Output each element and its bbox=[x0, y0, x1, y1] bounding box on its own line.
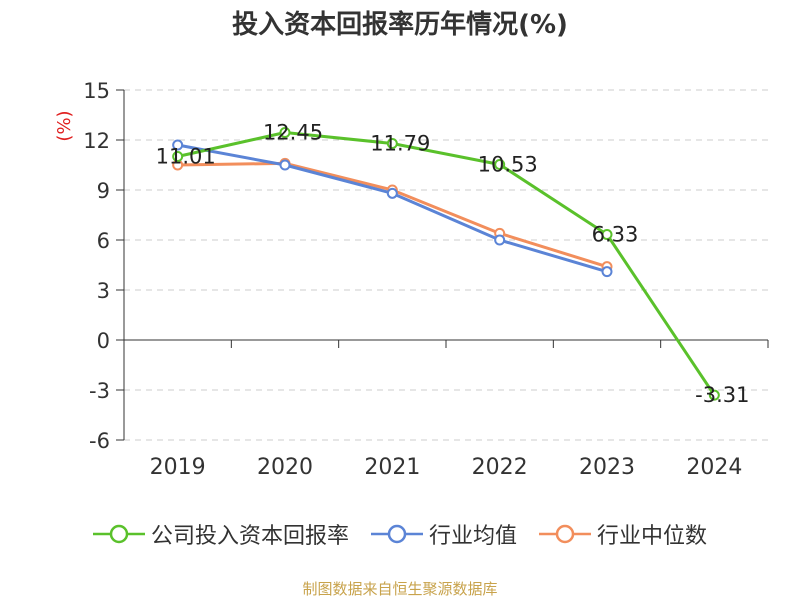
series-point-0 bbox=[601, 229, 613, 240]
series-point-0 bbox=[172, 151, 184, 162]
legend-swatch bbox=[92, 524, 145, 544]
legend: 公司投入资本回报率 行业均值 行业中位数 bbox=[0, 518, 800, 550]
x-tick-label: 2023 bbox=[579, 455, 635, 480]
y-axis-title: (%) bbox=[54, 110, 75, 141]
data-label: 11.01 bbox=[156, 145, 216, 169]
y-tick-label: 9 bbox=[97, 179, 110, 203]
x-tick-label: 2021 bbox=[364, 455, 420, 480]
y-tick-label: 6 bbox=[97, 229, 110, 253]
series-point-0 bbox=[279, 127, 291, 138]
series-point-0 bbox=[386, 138, 398, 149]
y-tick-label: -6 bbox=[89, 429, 110, 453]
legend-label: 行业中位数 bbox=[597, 524, 708, 549]
series-line-0 bbox=[177, 131, 716, 396]
x-tick-label: 2020 bbox=[257, 455, 313, 480]
y-tick-label: 0 bbox=[97, 329, 110, 353]
series-point-1 bbox=[172, 139, 184, 151]
series-point-1 bbox=[279, 159, 291, 171]
series-point-1 bbox=[494, 234, 506, 246]
grid-layer bbox=[124, 89, 768, 441]
x-tick-label: 2022 bbox=[472, 455, 528, 480]
data-label: 11.79 bbox=[370, 132, 430, 156]
series-layer bbox=[172, 127, 720, 401]
data-label: 12.45 bbox=[263, 121, 323, 145]
label-layer: 11.01 12.45 11.79 10.53 6.33 -3.31 bbox=[156, 121, 750, 408]
data-label: 10.53 bbox=[478, 153, 538, 177]
series-point-0 bbox=[708, 389, 720, 401]
legend-item[interactable]: 行业均值 bbox=[370, 518, 517, 550]
legend-label: 公司投入资本回报率 bbox=[150, 524, 349, 549]
source-note: 制图数据来自恒生聚源数据库 bbox=[302, 580, 498, 598]
data-label: -3.31 bbox=[695, 383, 749, 407]
y-tick-label: 15 bbox=[83, 79, 110, 103]
legend-swatch bbox=[370, 524, 423, 544]
y-tick-label: 12 bbox=[83, 129, 110, 153]
data-label: 6.33 bbox=[592, 223, 639, 247]
series-point-0 bbox=[494, 159, 506, 170]
legend-item[interactable]: 公司投入资本回报率 bbox=[92, 518, 349, 550]
series-point-1 bbox=[386, 187, 398, 199]
chart-title: 投入资本回报率历年情况(%) bbox=[232, 10, 568, 40]
legend-swatch bbox=[539, 524, 591, 544]
legend-label: 行业均值 bbox=[428, 524, 517, 549]
legend-item[interactable]: 行业中位数 bbox=[539, 518, 707, 550]
x-tick-label: 2019 bbox=[150, 455, 206, 480]
x-tick-label: 2024 bbox=[686, 455, 742, 480]
axis-layer: 15 12 9 6 3 0 -3 -6 2019 2020 2021 2022 2023 2024 (%) bbox=[54, 79, 769, 480]
series-point-1 bbox=[601, 266, 613, 278]
y-tick-label: 3 bbox=[97, 279, 110, 303]
y-tick-label: -3 bbox=[89, 379, 110, 403]
